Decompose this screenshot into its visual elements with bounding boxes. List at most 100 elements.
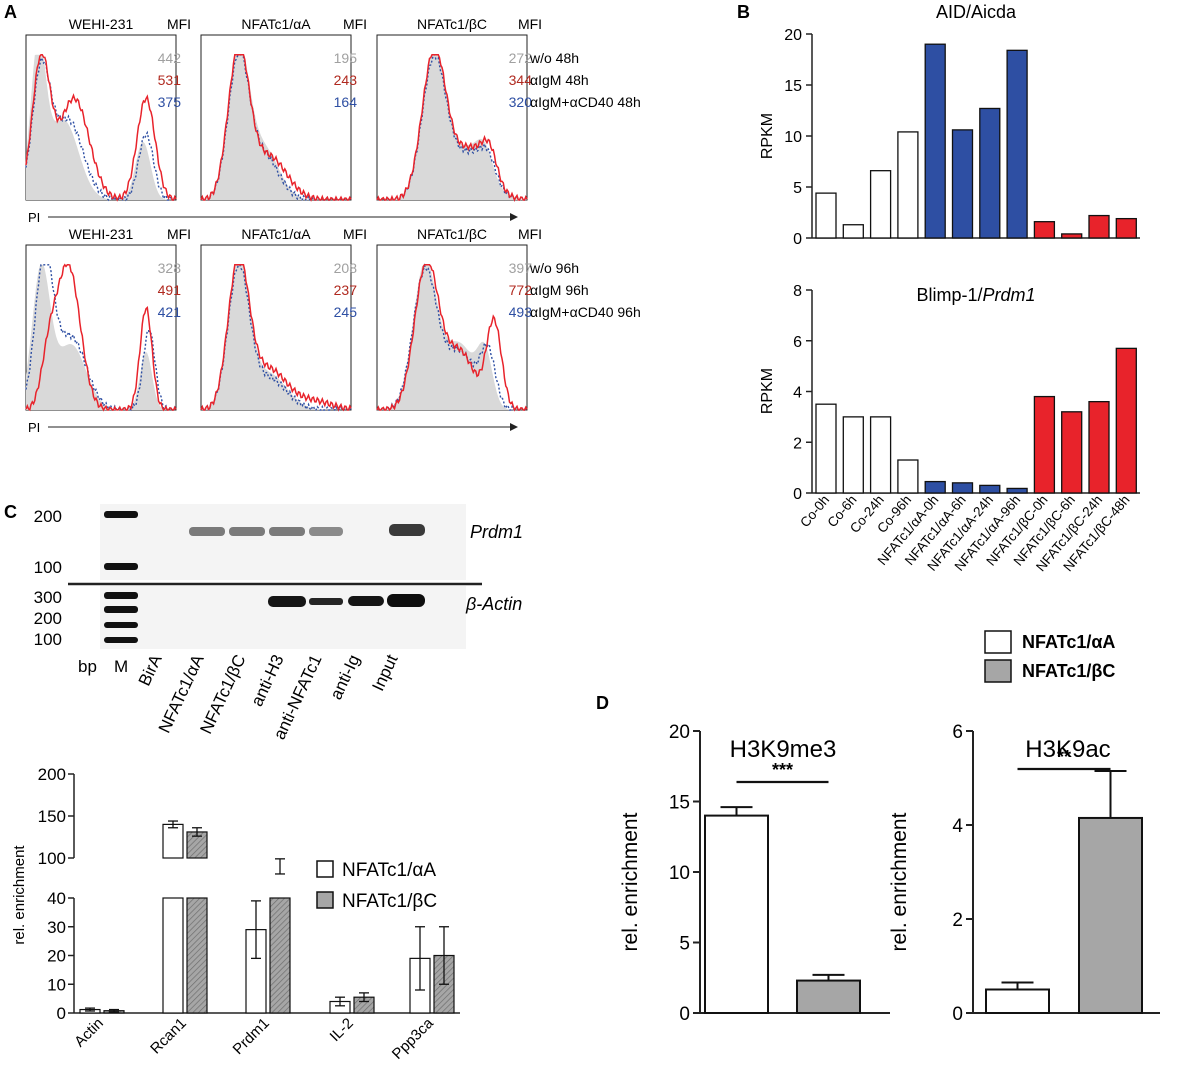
- y-tick-label: 15: [784, 78, 802, 95]
- gel-marker-label: 100: [34, 558, 62, 577]
- bar: [1115, 347, 1137, 494]
- bar: [897, 459, 919, 494]
- mfi-value: 245: [334, 304, 358, 320]
- histogram-legend-label: αIgM+αCD40 48h: [530, 94, 641, 110]
- gel-top-background: [100, 504, 466, 580]
- histogram-aigm-line: [376, 54, 528, 202]
- mfi-value: 442: [158, 50, 182, 66]
- histogram-legend-label: αIgM+αCD40 96h: [530, 304, 641, 320]
- bar: [869, 416, 892, 494]
- histogram-control-area: [201, 54, 351, 200]
- gel-band: [229, 527, 265, 536]
- bar: [1006, 487, 1028, 494]
- y-tick-label: 10: [47, 975, 66, 994]
- x-category-label: Co-0h: [797, 492, 832, 530]
- y-tick-label: 15: [669, 793, 690, 814]
- mfi-value: 320: [509, 94, 533, 110]
- histogram-control-area: [26, 54, 176, 200]
- mfi-header: MFI: [167, 226, 191, 242]
- bar: [979, 484, 1001, 494]
- mfi-value: 272: [509, 50, 533, 66]
- y-tick-label: 20: [669, 722, 690, 743]
- histogram-legend-label: w/o 96h: [529, 260, 579, 276]
- gel-band: [189, 527, 225, 536]
- x-category-label: Actin: [71, 1015, 107, 1051]
- bar: [924, 480, 946, 494]
- mfi-value: 243: [334, 72, 358, 88]
- histogram-control-area: [201, 264, 351, 410]
- y-tick-label: 6: [793, 334, 802, 351]
- panel-letter-a: A: [4, 2, 17, 22]
- y-tick-label: 10: [669, 863, 690, 884]
- mfi-header: MFI: [343, 226, 367, 242]
- bar: [162, 823, 184, 859]
- bar: [1006, 49, 1028, 239]
- mfi-value: 344: [509, 72, 533, 88]
- y-axis-label: rel. enrichment: [619, 812, 642, 951]
- x-category-label: Prdm1: [230, 1015, 273, 1058]
- bar: [704, 814, 769, 1014]
- histogram-aigm-acd40-line: [376, 54, 528, 202]
- bar: [1061, 411, 1083, 494]
- histogram-aigm-acd40-line: [200, 264, 352, 412]
- x-category-label: Rcan1: [147, 1015, 190, 1058]
- pi-axis-arrowhead: [510, 213, 518, 221]
- y-tick-label: 8: [793, 283, 802, 300]
- chart-title: AID/Aicda: [936, 2, 1017, 22]
- panel-c-chip-chart: 0 10 20 30 40 100 150 200 rel. enrichment Actin Rc…: [11, 765, 460, 1063]
- histogram-legend-label: w/o 48h: [529, 50, 579, 66]
- mfi-value: 531: [158, 72, 182, 88]
- gel-band: [348, 596, 384, 606]
- bar: [815, 192, 837, 239]
- y-tick-label: 0: [952, 1004, 963, 1025]
- bar: [1033, 221, 1056, 239]
- gel-lane-label: BirA: [135, 651, 166, 689]
- bar: [815, 403, 837, 494]
- y-tick-label: 0: [679, 1004, 690, 1025]
- histogram-title: WEHI-231: [69, 226, 134, 242]
- y-axis-label: RPKM: [759, 113, 776, 159]
- y-tick-label: 4: [952, 816, 963, 837]
- gel-band: [309, 527, 343, 536]
- y-tick-label: 30: [47, 918, 66, 937]
- x-category-label: Ppp3ca: [389, 1014, 437, 1062]
- gel-marker-label: 200: [34, 507, 62, 526]
- histogram-title: WEHI-231: [69, 16, 134, 32]
- gel-band: [389, 524, 425, 536]
- y-tick-label: 4: [793, 385, 802, 402]
- ladder-band: [104, 511, 138, 518]
- histogram-control-area: [377, 54, 527, 200]
- bar-lower-segment: [162, 897, 184, 1014]
- gel-lane-labels: BirANFATc1/αANFATc1/βCanti-H3anti-NFATc1…: [135, 651, 402, 742]
- y-tick-label: 40: [47, 889, 66, 908]
- mfi-header: MFI: [518, 226, 542, 242]
- legend-label: NFATc1/βC: [1022, 661, 1115, 681]
- panel-b-rpkm-charts: AID/Aicda 0 5 10 15 20 RPKM Blimp-1/Prdm1 0 2 4 6 8 R…: [759, 2, 1140, 574]
- histogram-legend-label: αIgM 48h: [530, 72, 589, 88]
- y-tick-label: 100: [38, 849, 66, 868]
- gel-gene-prdm1: Prdm1: [470, 522, 523, 542]
- histogram-aigm-line: [25, 54, 177, 202]
- legend-label: NFATc1/αA: [342, 860, 436, 881]
- gel-lane-label: anti-H3: [247, 652, 287, 710]
- bar: [1115, 217, 1137, 239]
- mfi-value: 491: [158, 282, 182, 298]
- y-tick-label: 2: [793, 435, 802, 452]
- bar: [1078, 816, 1143, 1015]
- gel-band: [309, 598, 343, 605]
- legend-swatch-betaC: [984, 659, 1012, 683]
- panel-letter-b: B: [737, 2, 750, 22]
- bar-lower-segment: [269, 897, 291, 1014]
- pi-axis-label: PI: [28, 210, 40, 225]
- bar: [951, 129, 974, 239]
- y-axis-label: RPKM: [759, 368, 776, 414]
- panel-a-flow-histograms: WEHI-231 MFI 442 531 375 NFATc1/αA MFI 195 243 16…: [25, 16, 641, 435]
- y-tick-label: 0: [793, 231, 802, 248]
- histogram-aigm-line: [376, 264, 528, 412]
- y-tick-label: 10: [784, 129, 802, 146]
- histogram-aigm-line: [200, 54, 352, 202]
- histogram-control-area: [26, 264, 176, 410]
- bar-lower-segment: [186, 897, 208, 1014]
- mfi-header: MFI: [518, 16, 542, 32]
